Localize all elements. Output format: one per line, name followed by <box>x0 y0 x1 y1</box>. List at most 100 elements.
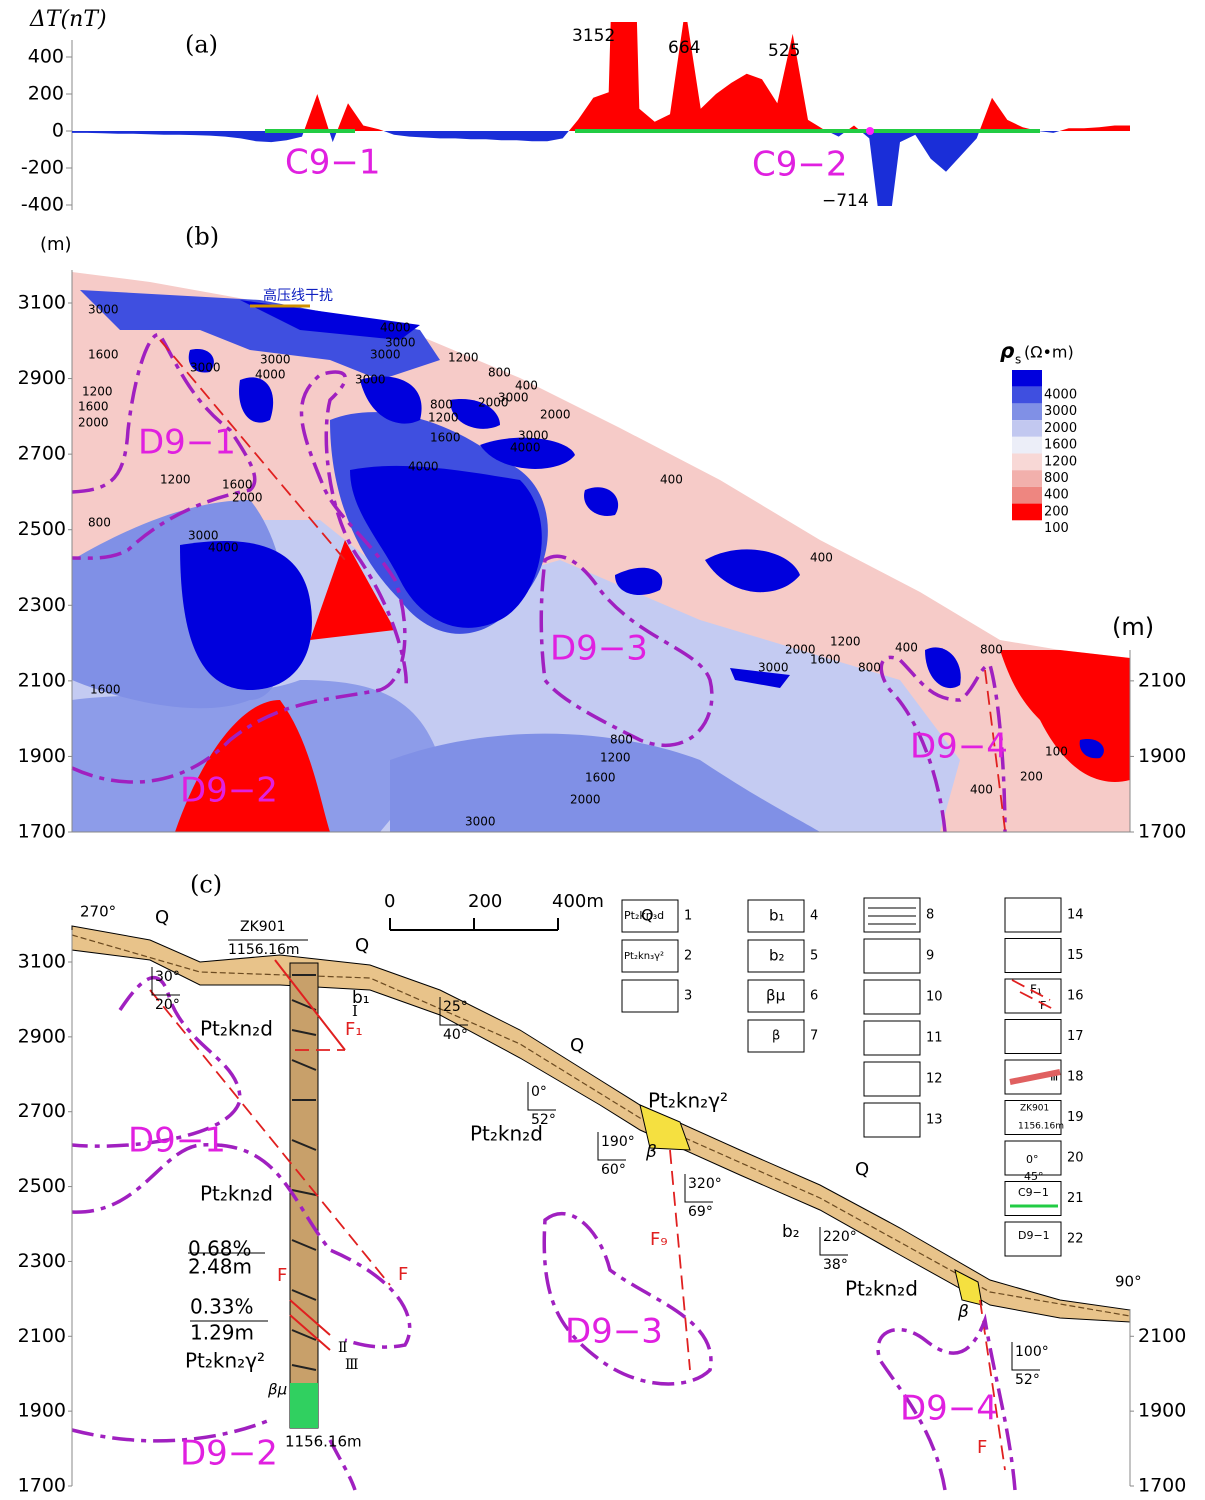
zone-label: D9−2 <box>180 771 278 811</box>
contour-label: 800 <box>858 661 881 675</box>
legend-text: b₁ <box>769 907 785 925</box>
contour-label: 1200 <box>830 635 861 649</box>
y-tick-label: -400 <box>21 194 64 216</box>
legend-text: ZK901 <box>1020 1104 1049 1114</box>
scale-label: 0 <box>384 891 395 912</box>
contour-label: 400 <box>810 551 833 565</box>
y-tick-label: 2700 <box>18 443 66 465</box>
y-tick-label: 2500 <box>18 1175 66 1197</box>
grade-length: 2.48m <box>188 1255 252 1279</box>
y-tick-label: 200 <box>28 83 64 105</box>
grade: 0.33% <box>190 1295 254 1319</box>
interference-label: 高压线干扰 <box>263 287 333 304</box>
anomaly-label: C9−1 <box>285 143 381 183</box>
legend-text: 45° <box>1024 1170 1044 1183</box>
legend-number: 17 <box>1067 1029 1084 1044</box>
contour-label: 1200 <box>600 751 631 765</box>
fault-label: F <box>977 1437 987 1458</box>
contour-label: 2000 <box>78 416 109 430</box>
scale-label: 400m <box>552 891 604 912</box>
marker <box>866 127 874 135</box>
zone-outline <box>544 1214 711 1384</box>
y-tick-label: 2100 <box>18 669 66 691</box>
legend-swatch <box>1012 454 1042 471</box>
legend-swatch <box>1012 387 1042 404</box>
y-tick-label: 2300 <box>18 1250 66 1272</box>
legend-label: 1600 <box>1044 438 1077 453</box>
zone-label: D9−3 <box>565 1312 663 1352</box>
contour-label: 3000 <box>260 353 291 367</box>
legend-box <box>1005 1020 1061 1054</box>
y-tick-label: 2900 <box>18 367 66 389</box>
y-tick-label: 2100 <box>18 1325 66 1347</box>
contour-label: 100 <box>1045 745 1068 759</box>
y-tick-label: 0 <box>52 120 64 142</box>
contour-label: 1600 <box>810 653 841 667</box>
strike: 0° <box>531 1084 547 1100</box>
legend-number: 8 <box>926 908 934 923</box>
contour-label: 400 <box>970 783 993 797</box>
legend-box <box>864 980 920 1014</box>
contour-label: 1600 <box>222 478 253 492</box>
y-label: ΔT(nT) <box>29 7 107 32</box>
y2-tick-label: 1700 <box>1138 821 1186 843</box>
legend-box <box>864 1103 920 1137</box>
y-unit: (m) <box>40 234 72 255</box>
contour-label: 1200 <box>82 385 113 399</box>
peak-label: 525 <box>768 41 800 61</box>
peak-label: 3152 <box>572 26 615 46</box>
y2-unit: (m) <box>1112 613 1154 641</box>
legend-label: 4000 <box>1044 388 1077 403</box>
legend-number: 5 <box>810 949 818 964</box>
anomaly-label: C9−2 <box>752 145 848 185</box>
scale-label: 200 <box>468 891 502 912</box>
dip: 52° <box>1015 1372 1040 1388</box>
y2-tick-label: 1700 <box>1138 1475 1186 1497</box>
figure: ΔT(nT) (a) -400-20002004003152664525−714… <box>0 0 1205 1496</box>
contour-label: 1200 <box>160 473 191 487</box>
legend-number: 3 <box>684 989 692 1004</box>
contour-label: 4000 <box>380 321 411 335</box>
contour-label: 1200 <box>448 351 479 365</box>
legend-subscript: s <box>1015 353 1021 367</box>
legend-number: 6 <box>810 989 818 1004</box>
legend-swatch <box>1012 437 1042 454</box>
legend-text: 1156.16m <box>1018 1122 1064 1132</box>
dip: 69° <box>688 1204 713 1220</box>
legend-swatch <box>1012 487 1042 504</box>
legend-label: 2000 <box>1044 421 1077 436</box>
contour-label: 800 <box>430 398 453 412</box>
legend-swatch <box>1012 470 1042 487</box>
ore-label: Ⅱ <box>338 1340 348 1356</box>
legend-number: 21 <box>1067 1191 1084 1206</box>
legend-text: β <box>772 1029 780 1044</box>
borehole-bottom: 1156.16m <box>285 1433 362 1451</box>
legend-number: 10 <box>926 990 943 1005</box>
dip: 38° <box>823 1257 848 1273</box>
dip: 52° <box>531 1112 556 1128</box>
grade-length: 1.29m <box>190 1321 254 1345</box>
legend-box <box>864 1062 920 1096</box>
legend-box <box>1005 939 1061 973</box>
zone-label: D9−4 <box>900 1389 998 1429</box>
contour-label: 1200 <box>428 411 459 425</box>
zone-label: D9−2 <box>180 1434 278 1474</box>
strike: 30° <box>155 969 180 985</box>
legend-swatch <box>1012 504 1042 521</box>
legend-number: 14 <box>1067 908 1084 923</box>
legend-box <box>622 980 678 1012</box>
contour-label: 3000 <box>190 361 221 375</box>
zone-label: D9−1 <box>138 423 236 463</box>
azimuth: 270° <box>80 903 116 921</box>
contour-label: 1600 <box>78 400 109 414</box>
peak-label: −714 <box>822 191 869 211</box>
legend-text: Pt₂kn₃γ² <box>624 951 664 962</box>
intrusion-label: Pt₂kn₂γ² <box>648 1089 728 1113</box>
contour-label: 800 <box>88 516 111 530</box>
zone-label: D9−3 <box>550 629 648 669</box>
ore-label: Ⅰ <box>352 1002 358 1020</box>
legend-number: 11 <box>926 1031 943 1046</box>
legend-label: 1200 <box>1044 454 1077 469</box>
contour-label: 1600 <box>430 431 461 445</box>
formation: Pt₂kn₂d <box>200 1017 273 1041</box>
